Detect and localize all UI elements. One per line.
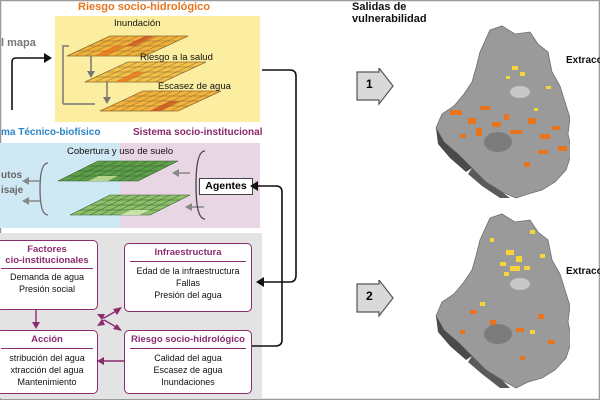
institutional-heading: Sistema socio-institucional — [133, 127, 263, 138]
extraction-label-1: Extracc — [566, 55, 600, 66]
layer-grid-scarcity — [99, 90, 222, 112]
landcover-left-arrows — [22, 169, 204, 211]
outputs-title-1: Salidas de — [352, 1, 407, 13]
layer-label-health: Riesgo a la salud — [140, 52, 213, 63]
infrastructure-line-1: Edad de la infraestructura — [136, 266, 240, 276]
layer-grid-flood — [66, 35, 189, 57]
risk-line-3: Inundaciones — [161, 377, 215, 387]
risk-to-action-arrow — [97, 357, 124, 365]
connector-loops — [11, 53, 297, 347]
risk-box-title: Riesgo socio-hidrológico — [130, 334, 245, 345]
top-title: Riesgo socio-hidrológico — [78, 1, 211, 13]
outputs-title-2: vulnerabilidad — [352, 13, 427, 25]
step-number-1: 1 — [366, 77, 373, 91]
layer-label-scarcity: Escasez de agua — [158, 81, 231, 92]
vulnerability-map-1 — [435, 25, 570, 199]
infrastructure-line-3: Presión del agua — [154, 290, 222, 300]
infrastructure-line-2: Fallas — [175, 278, 200, 288]
infrastructure-box: Infraestructura Edad de la infraestructu… — [124, 243, 252, 312]
landcover-svg — [22, 150, 206, 220]
biophysical-heading: ma Técnico-biofísico — [1, 127, 101, 138]
step-arrow-2 — [356, 280, 394, 318]
layer-grid-health — [84, 61, 207, 83]
left-fragment-1: utos — [1, 170, 23, 181]
action-title: Acción — [31, 334, 63, 345]
risk-line-1: Calidad del agua — [154, 353, 222, 363]
action-box: Acción stribución del agua xtracción del… — [0, 330, 98, 394]
extraction-label-2: Extracc — [566, 266, 600, 277]
infrastructure-title: Infraestructura — [154, 247, 222, 258]
landcover-label: Cobertura y uso de suelo — [67, 146, 174, 157]
step-number-2: 2 — [366, 289, 373, 303]
factors-line-2: Presión social — [18, 284, 76, 294]
action-line-1: stribución del agua — [9, 353, 85, 363]
action-line-3: Mantenimiento — [17, 377, 77, 387]
action-line-2: xtracción del agua — [10, 365, 84, 375]
risk-layers-svg — [62, 35, 222, 112]
factors-title-1: Factores — [27, 244, 67, 255]
factors-title-2: cio-institucionales — [5, 255, 89, 266]
factors-box: Factores cio-institucionales Demanda de … — [0, 240, 98, 310]
process-arrows — [32, 307, 122, 331]
landcover-grid-2 — [69, 194, 191, 216]
risk-box: Riesgo socio-hidrológico Calidad del agu… — [124, 330, 252, 394]
left-fragment-2: isaje — [1, 185, 24, 196]
left-fragment-top: l mapa — [1, 37, 36, 49]
landcover-grid-1 — [57, 160, 179, 182]
layer-label-flood: Inundación — [114, 18, 161, 29]
factors-line-1: Demanda de agua — [9, 272, 85, 282]
step-arrow-1 — [356, 68, 394, 106]
risk-line-2: Escasez de agua — [153, 365, 223, 375]
vulnerability-map-2 — [435, 213, 570, 389]
